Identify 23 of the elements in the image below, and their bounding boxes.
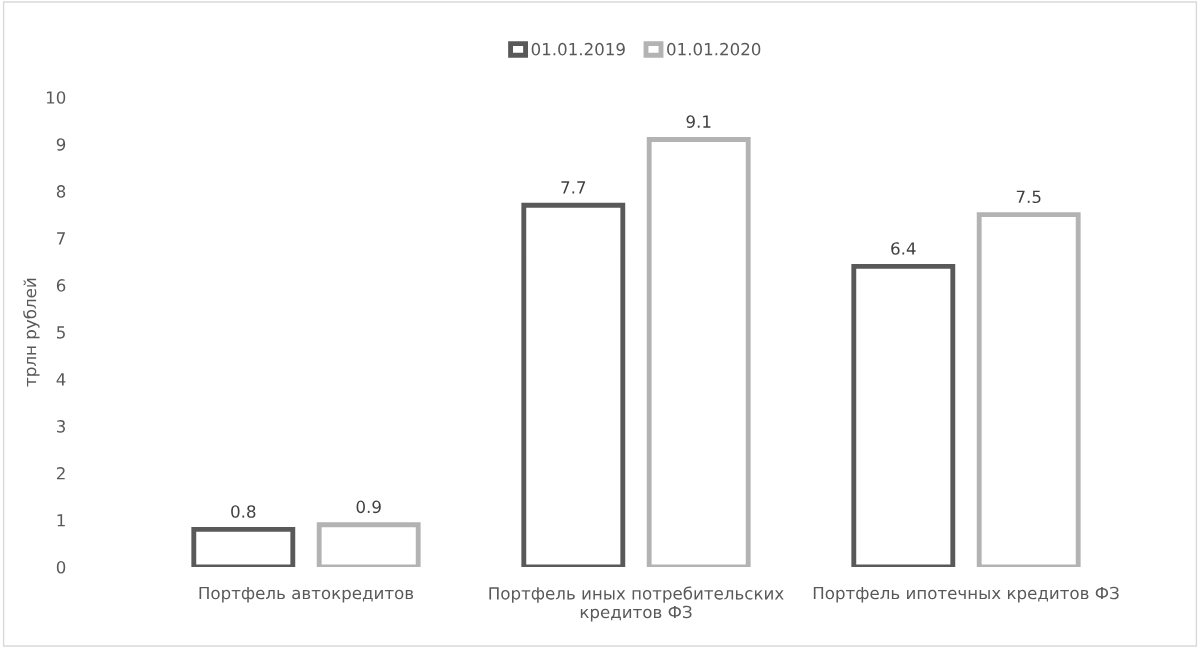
y-tick-label: 1 xyxy=(57,514,65,527)
y-tick-label: 7 xyxy=(57,232,65,245)
legend-label: 01.01.2019 xyxy=(531,42,625,56)
data-label: 9.1 xyxy=(686,115,711,128)
data-label: 0.8 xyxy=(231,505,256,518)
y-tick-label: 4 xyxy=(56,373,66,386)
x-tick-label: Портфель ипотечных кредитов ФЗ xyxy=(813,586,1119,603)
x-tick-label: Портфель автокредитов xyxy=(199,586,414,603)
data-label: 0.9 xyxy=(356,500,381,514)
y-tick-label: 10 xyxy=(46,91,66,104)
y-tick-label: 0 xyxy=(56,560,66,574)
y-axis-title: трлн рублей xyxy=(23,278,40,387)
data-label: 7.7 xyxy=(561,181,586,194)
data-label: 6.4 xyxy=(891,242,916,255)
data-label: 7.5 xyxy=(1016,190,1041,204)
y-tick-label: 3 xyxy=(57,420,65,433)
y-tick-label: 2 xyxy=(56,467,65,480)
y-tick-label: 8 xyxy=(56,185,66,198)
x-tick-label: Портфель иных потребительских кредитов ФЗ xyxy=(489,586,784,622)
y-tick-label: 5 xyxy=(57,326,65,339)
legend-label: 01.01.2020 xyxy=(667,42,761,56)
y-tick-label: 9 xyxy=(56,138,66,151)
y-tick-label: 6 xyxy=(56,279,66,292)
